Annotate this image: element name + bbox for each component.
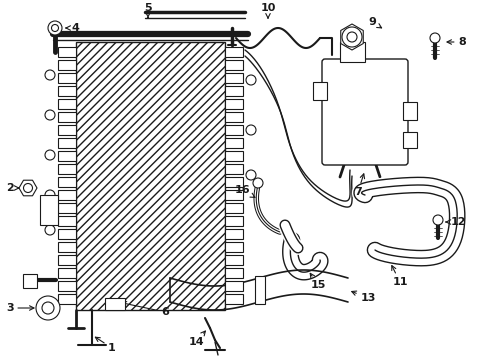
Bar [225, 216, 243, 226]
Bar [40, 195, 58, 225]
Bar [58, 281, 76, 291]
Circle shape [342, 27, 362, 47]
Bar [225, 164, 243, 174]
Bar [225, 177, 243, 187]
Circle shape [51, 24, 58, 32]
Circle shape [347, 32, 357, 42]
Bar [58, 294, 76, 304]
Bar [225, 294, 243, 304]
Bar [403, 132, 417, 148]
Circle shape [45, 150, 55, 160]
Circle shape [48, 21, 62, 35]
Circle shape [45, 225, 55, 235]
Bar [58, 177, 76, 187]
Bar [58, 216, 76, 226]
Bar [225, 47, 243, 57]
Bar [58, 47, 76, 57]
Circle shape [253, 178, 263, 188]
Text: 14: 14 [188, 331, 205, 347]
Bar [58, 190, 76, 200]
Circle shape [430, 33, 440, 43]
Bar [58, 164, 76, 174]
Bar [76, 42, 225, 310]
Text: 2: 2 [6, 183, 19, 193]
Text: 9: 9 [368, 17, 382, 28]
Text: 5: 5 [144, 3, 152, 17]
Text: 13: 13 [352, 291, 376, 303]
Bar [58, 60, 76, 70]
Circle shape [36, 296, 60, 320]
Circle shape [24, 184, 32, 193]
Circle shape [342, 27, 362, 47]
Circle shape [42, 302, 54, 314]
Text: 10: 10 [260, 3, 276, 18]
Bar [58, 73, 76, 83]
Bar [58, 112, 76, 122]
FancyBboxPatch shape [322, 59, 408, 165]
Bar [225, 151, 243, 161]
Text: 4: 4 [66, 23, 79, 33]
Circle shape [347, 32, 357, 42]
Bar [58, 229, 76, 239]
Bar [225, 242, 243, 252]
Bar [225, 125, 243, 135]
Bar [225, 60, 243, 70]
Bar [225, 229, 243, 239]
Bar [58, 242, 76, 252]
Bar [58, 268, 76, 278]
Bar [225, 281, 243, 291]
Bar [58, 151, 76, 161]
Bar [58, 99, 76, 109]
Text: 16: 16 [234, 185, 255, 197]
Bar [225, 203, 243, 213]
Bar [340, 42, 365, 62]
Bar [23, 274, 37, 288]
Bar [225, 255, 243, 265]
Circle shape [45, 110, 55, 120]
Bar [313, 82, 327, 100]
Bar [225, 268, 243, 278]
Circle shape [45, 70, 55, 80]
Text: 12: 12 [446, 217, 466, 227]
Text: 1: 1 [96, 337, 116, 353]
Bar [225, 112, 243, 122]
Text: 6: 6 [122, 302, 169, 317]
Bar [105, 298, 125, 310]
Bar [58, 255, 76, 265]
Bar [58, 125, 76, 135]
Bar [58, 203, 76, 213]
Bar [225, 190, 243, 200]
Bar [58, 138, 76, 148]
Circle shape [246, 170, 256, 180]
Text: 11: 11 [392, 266, 408, 287]
Text: 8: 8 [447, 37, 466, 47]
Bar [225, 99, 243, 109]
Bar [403, 102, 417, 120]
Text: 3: 3 [6, 303, 34, 313]
Circle shape [246, 125, 256, 135]
Circle shape [433, 215, 443, 225]
Circle shape [45, 190, 55, 200]
Bar [255, 276, 265, 304]
Text: 15: 15 [310, 273, 326, 290]
Bar [225, 73, 243, 83]
Text: 7: 7 [354, 174, 365, 197]
Bar [58, 86, 76, 96]
Bar [225, 86, 243, 96]
Circle shape [246, 75, 256, 85]
Bar [225, 138, 243, 148]
